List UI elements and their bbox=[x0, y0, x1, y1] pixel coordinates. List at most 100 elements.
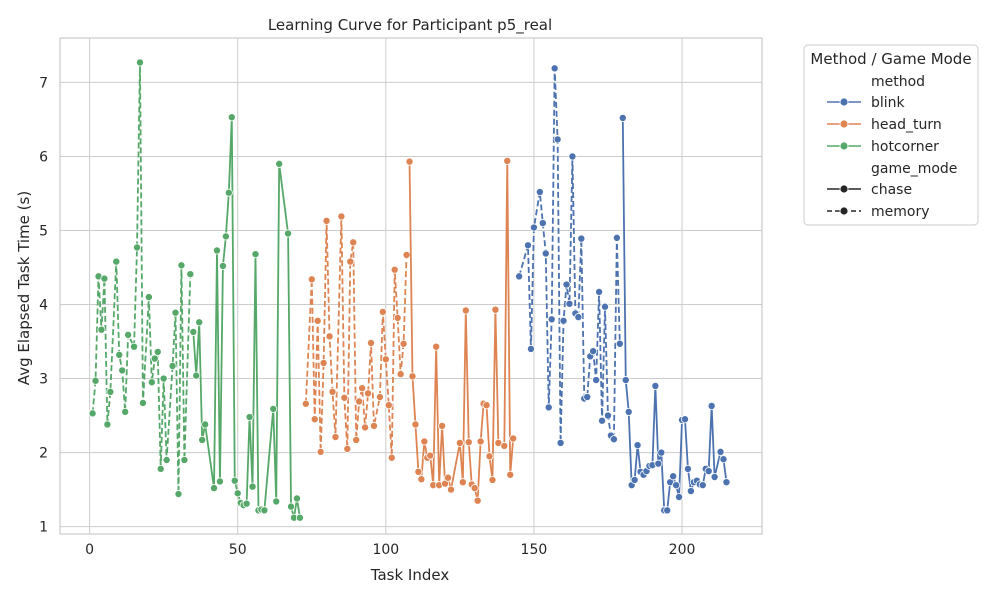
series-line-head-turn-memory bbox=[304, 215, 408, 459]
data-point bbox=[577, 234, 586, 243]
data-point bbox=[307, 275, 316, 284]
series-head-turn-memory bbox=[301, 212, 411, 462]
series-line-blink-memory bbox=[518, 67, 621, 444]
x-tick-label: 50 bbox=[229, 542, 247, 558]
data-point bbox=[310, 415, 319, 424]
data-point bbox=[387, 453, 396, 462]
data-point bbox=[568, 152, 577, 161]
legend-label-memory: memory bbox=[871, 204, 930, 220]
data-point bbox=[559, 316, 568, 325]
data-point bbox=[583, 393, 592, 402]
data-point bbox=[535, 187, 544, 196]
data-point bbox=[598, 416, 607, 425]
data-point bbox=[455, 438, 464, 447]
data-point bbox=[260, 506, 269, 515]
data-point bbox=[707, 401, 716, 410]
y-axis-label: Avg Elapsed Task Time (s) bbox=[15, 191, 33, 385]
y-tick-label: 6 bbox=[39, 149, 48, 165]
data-point bbox=[189, 327, 198, 336]
data-point bbox=[565, 299, 574, 308]
data-point bbox=[541, 249, 550, 258]
data-point bbox=[272, 497, 281, 506]
data-point bbox=[186, 270, 195, 279]
data-point bbox=[97, 325, 106, 334]
data-point bbox=[180, 455, 189, 464]
data-point bbox=[458, 478, 467, 487]
legend-marker-head-turn bbox=[839, 119, 849, 129]
data-point bbox=[683, 464, 692, 473]
data-point bbox=[331, 433, 340, 442]
data-point bbox=[135, 58, 144, 67]
data-point bbox=[198, 435, 207, 444]
x-tick-label: 100 bbox=[372, 542, 399, 558]
data-point bbox=[603, 411, 612, 420]
y-tick-label: 2 bbox=[39, 446, 48, 462]
data-point bbox=[657, 448, 666, 457]
data-point bbox=[589, 347, 598, 356]
plot-area bbox=[59, 37, 763, 535]
data-point bbox=[233, 489, 242, 498]
data-point bbox=[686, 487, 695, 496]
data-point bbox=[118, 366, 127, 375]
data-point bbox=[301, 399, 310, 408]
data-point bbox=[491, 305, 500, 314]
data-point bbox=[615, 339, 624, 348]
data-point bbox=[663, 506, 672, 515]
data-point bbox=[444, 473, 453, 482]
legend-marker-chase bbox=[839, 184, 849, 194]
data-point bbox=[556, 438, 565, 447]
data-point bbox=[621, 376, 630, 385]
data-point bbox=[680, 415, 689, 424]
legend-marker-memory bbox=[839, 206, 849, 216]
x-tick-label: 200 bbox=[669, 542, 696, 558]
legend-box bbox=[803, 44, 979, 226]
data-point bbox=[130, 342, 139, 351]
data-point bbox=[88, 409, 97, 418]
data-point bbox=[529, 223, 538, 232]
legend-entry-chase: chase bbox=[827, 182, 912, 198]
data-point bbox=[524, 241, 533, 250]
data-point bbox=[630, 475, 639, 484]
data-point bbox=[432, 342, 441, 351]
data-point bbox=[609, 435, 618, 444]
data-point bbox=[218, 262, 227, 271]
data-point bbox=[150, 354, 159, 363]
data-point bbox=[349, 238, 358, 247]
data-point bbox=[378, 307, 387, 316]
data-point bbox=[464, 438, 473, 447]
data-point bbox=[292, 494, 301, 503]
data-point bbox=[515, 272, 524, 281]
data-point bbox=[592, 376, 601, 385]
data-point bbox=[624, 407, 633, 416]
data-point bbox=[100, 274, 109, 283]
data-point bbox=[595, 287, 604, 296]
data-point bbox=[224, 188, 233, 197]
series-hotcorner-memory bbox=[88, 58, 195, 499]
data-point bbox=[361, 423, 370, 432]
data-point bbox=[192, 371, 201, 380]
data-point bbox=[295, 513, 304, 522]
legend-entry-head-turn: head_turn bbox=[827, 117, 942, 133]
data-point bbox=[103, 420, 112, 429]
data-point bbox=[346, 257, 355, 266]
data-point bbox=[633, 441, 642, 450]
data-point bbox=[159, 374, 168, 383]
data-point bbox=[313, 316, 322, 325]
data-point bbox=[242, 499, 251, 508]
data-point bbox=[112, 257, 121, 266]
series-blink-chase bbox=[618, 113, 731, 515]
data-point bbox=[675, 492, 684, 501]
data-point bbox=[375, 393, 384, 402]
x-tick-label: 0 bbox=[85, 542, 94, 558]
legend-method-header: method bbox=[871, 74, 925, 90]
series-blink-memory bbox=[515, 64, 624, 447]
legend-entry-hotcorner: hotcorner bbox=[827, 139, 939, 155]
data-point bbox=[358, 384, 367, 393]
data-point bbox=[121, 407, 130, 416]
data-point bbox=[710, 472, 719, 481]
data-point bbox=[124, 330, 133, 339]
data-point bbox=[716, 447, 725, 456]
y-tick-label: 4 bbox=[39, 298, 48, 314]
data-point bbox=[325, 332, 334, 341]
